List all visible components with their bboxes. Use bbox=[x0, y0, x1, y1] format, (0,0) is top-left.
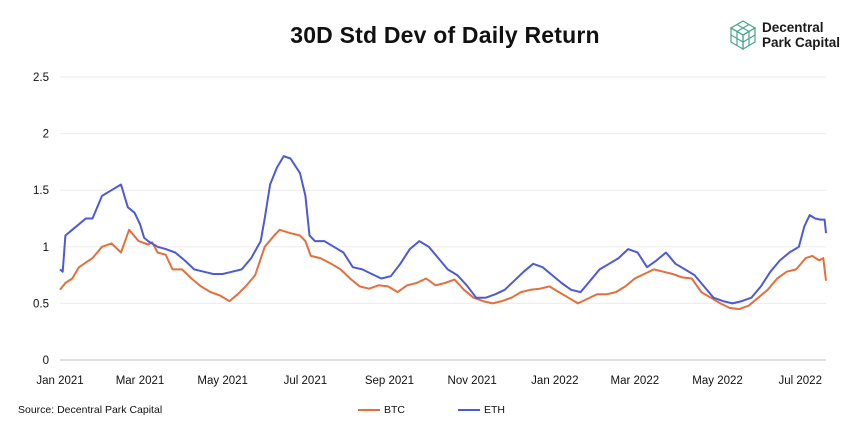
x-tick-label: Mar 2021 bbox=[116, 375, 165, 387]
legend-item-eth: ETH bbox=[458, 404, 505, 416]
x-tick-label: Jan 2021 bbox=[36, 375, 83, 387]
x-tick-label: May 2022 bbox=[692, 375, 743, 387]
x-tick-label: Mar 2022 bbox=[611, 375, 660, 387]
y-tick-label: 2 bbox=[43, 129, 49, 141]
cube-grid-logo-icon bbox=[730, 20, 756, 50]
legend-label-eth: ETH bbox=[484, 404, 505, 416]
legend-item-btc: BTC bbox=[358, 404, 405, 416]
series-line-btc bbox=[59, 228, 827, 311]
legend-swatch-eth bbox=[458, 409, 480, 411]
chart-title: 30D Std Dev of Daily Return bbox=[290, 22, 600, 48]
y-tick-label: 2.5 bbox=[33, 72, 49, 84]
legend-swatch-btc bbox=[358, 409, 380, 411]
y-tick-label: 0.5 bbox=[33, 298, 49, 310]
logo-line-1: Decentral bbox=[762, 20, 824, 35]
x-tick-label: Sep 2021 bbox=[365, 375, 414, 387]
logo-line-2: Park Capital bbox=[762, 35, 841, 50]
x-tick-label: Nov 2021 bbox=[448, 375, 497, 387]
legend-label-btc: BTC bbox=[384, 404, 405, 416]
series-line-eth bbox=[59, 155, 827, 305]
y-tick-label: 0 bbox=[43, 355, 49, 367]
x-tick-label: Jul 2022 bbox=[778, 375, 821, 387]
y-tick-label: 1 bbox=[43, 242, 49, 254]
x-tick-label: Jul 2021 bbox=[284, 375, 327, 387]
y-tick-label: 1.5 bbox=[33, 185, 49, 197]
x-tick-label: May 2021 bbox=[197, 375, 248, 387]
brand-logo: Decentral Park Capital bbox=[730, 18, 840, 52]
line-chart: 0 0.5 1 1.5 2 2.5 Jan 2021 Mar 2021 May 2021 Jul … bbox=[33, 72, 827, 387]
x-tick-label: Jan 2022 bbox=[531, 375, 578, 387]
source-note: Source: Decentral Park Capital bbox=[18, 404, 163, 416]
